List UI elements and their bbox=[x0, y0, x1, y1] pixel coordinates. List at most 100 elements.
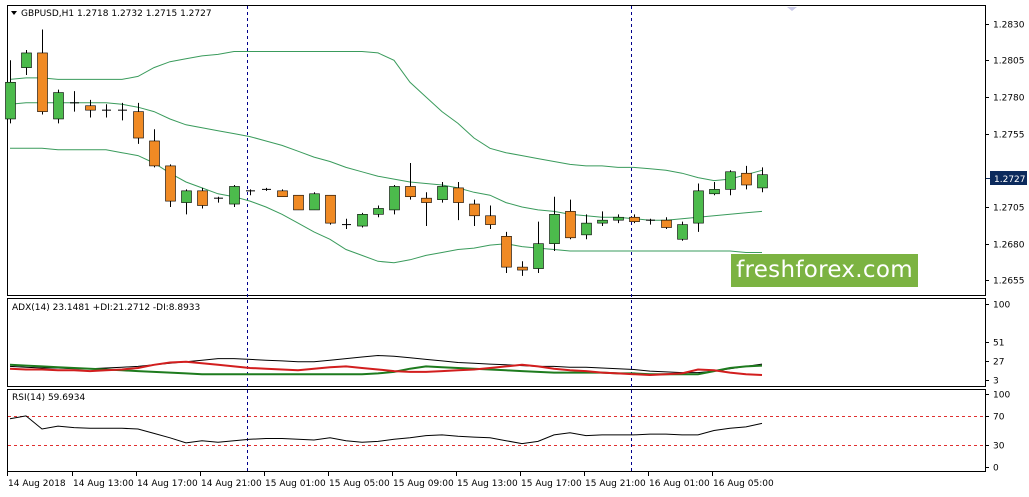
candle bbox=[629, 214, 640, 224]
candle bbox=[405, 162, 416, 200]
candle bbox=[693, 183, 704, 232]
candle-body bbox=[565, 211, 576, 239]
candle-body bbox=[389, 186, 400, 211]
candle-body bbox=[309, 193, 320, 211]
candle-body bbox=[357, 214, 368, 227]
candle bbox=[293, 194, 304, 211]
candle-body bbox=[469, 203, 480, 217]
candle-body bbox=[133, 111, 144, 139]
time-tick-label: 15 Aug 05:00 bbox=[329, 479, 390, 489]
candle-body bbox=[21, 52, 32, 68]
price-axis: 1.2830 1.2805 1.2780 1.2755 1.2705 1.2680 1.26… bbox=[985, 21, 1025, 287]
price-tick-label: 1.2805 bbox=[993, 57, 1025, 67]
candle bbox=[757, 167, 768, 193]
candle-body bbox=[421, 197, 432, 203]
candle bbox=[597, 211, 608, 227]
candle bbox=[453, 182, 464, 221]
candle-body bbox=[277, 190, 288, 198]
candle bbox=[37, 29, 48, 115]
candle-body bbox=[613, 216, 624, 221]
current-price-label: 1.2727 bbox=[994, 175, 1026, 185]
candle bbox=[133, 102, 144, 144]
candle bbox=[165, 164, 176, 207]
candle bbox=[277, 189, 288, 198]
bollinger-lower-line bbox=[10, 147, 762, 264]
candle-body bbox=[485, 215, 496, 225]
rsi-lines bbox=[9, 415, 763, 445]
candle bbox=[549, 196, 560, 251]
candle bbox=[469, 199, 480, 227]
chart-menu-triangle-icon[interactable] bbox=[11, 11, 17, 15]
adx-lines bbox=[9, 354, 763, 377]
time-tick-label: 14 Aug 13:00 bbox=[73, 479, 134, 489]
time-tick-label: 16 Aug 01:00 bbox=[649, 479, 710, 489]
candle bbox=[70, 91, 79, 112]
candle-body bbox=[325, 194, 336, 224]
candle bbox=[389, 184, 400, 215]
candle bbox=[197, 187, 208, 209]
adx-axis: 100 51 27 3 bbox=[985, 301, 1010, 387]
candle bbox=[229, 184, 240, 207]
candle-body bbox=[405, 186, 416, 198]
candle-body bbox=[629, 216, 640, 222]
current-price-tag: 1.2727 bbox=[986, 171, 1027, 185]
candle bbox=[533, 221, 544, 273]
candle-body bbox=[229, 186, 240, 205]
freshforex-watermark: freshforex.com bbox=[731, 254, 918, 287]
candle bbox=[709, 182, 720, 196]
candle-body bbox=[677, 224, 688, 240]
adx-tick-label: 3 bbox=[993, 377, 999, 387]
candle bbox=[342, 218, 351, 229]
candle bbox=[741, 165, 752, 190]
time-tick-label: 15 Aug 17:00 bbox=[521, 479, 582, 489]
watermark-text: freshforex.com bbox=[736, 257, 913, 283]
time-tick-label: 15 Aug 21:00 bbox=[585, 479, 646, 489]
candle bbox=[262, 187, 271, 191]
time-tick-label: 14 Aug 21:00 bbox=[201, 479, 262, 489]
price-tick-label: 1.2680 bbox=[993, 241, 1025, 251]
candle bbox=[581, 214, 592, 240]
candle bbox=[102, 104, 111, 118]
price-tick-label: 1.2755 bbox=[993, 131, 1025, 141]
candle bbox=[501, 231, 512, 273]
candle-body bbox=[53, 92, 64, 120]
chart-shift-triangle-icon[interactable] bbox=[787, 7, 797, 11]
symbol-header: GBPUSD,H1 1.2718 1.2732 1.2715 1.2727 bbox=[21, 9, 212, 19]
time-tick-label: 15 Aug 13:00 bbox=[457, 479, 518, 489]
rsi-header: RSI(14) 59.6934 bbox=[12, 393, 85, 403]
candle bbox=[5, 60, 16, 124]
candle-body bbox=[533, 243, 544, 269]
candle bbox=[646, 218, 655, 225]
candle bbox=[661, 217, 672, 229]
candle-body bbox=[181, 190, 192, 203]
rsi-line bbox=[9, 415, 763, 445]
time-tick-label: 16 Aug 05:00 bbox=[713, 479, 774, 489]
price-tick-label: 1.2780 bbox=[993, 94, 1025, 104]
candle bbox=[309, 192, 320, 211]
candle-body bbox=[293, 194, 304, 211]
adx-line bbox=[9, 354, 763, 374]
candle bbox=[357, 212, 368, 228]
time-tick-label: 14 Aug 17:00 bbox=[137, 479, 198, 489]
candle-body bbox=[693, 190, 704, 224]
minus-di-line bbox=[9, 360, 763, 377]
candle bbox=[246, 189, 255, 196]
candle bbox=[485, 205, 496, 229]
time-tick-label: 14 Aug 2018 bbox=[8, 479, 66, 489]
candle-body bbox=[725, 171, 736, 190]
candlesticks bbox=[5, 29, 768, 276]
candle bbox=[565, 199, 576, 240]
candle bbox=[181, 189, 192, 215]
candle bbox=[725, 170, 736, 196]
candle bbox=[214, 196, 223, 203]
candle-body bbox=[197, 190, 208, 206]
rsi-panel-frame bbox=[7, 389, 986, 472]
adx-tick-label: 100 bbox=[993, 301, 1010, 311]
candle bbox=[85, 99, 96, 118]
candle-body bbox=[709, 189, 720, 195]
adx-tick-label: 27 bbox=[993, 358, 1004, 368]
adx-header: ADX(14) 23.1481 +DI:21.2712 -DI:8.8933 bbox=[12, 303, 200, 313]
rsi-tick-label: 100 bbox=[993, 391, 1010, 401]
